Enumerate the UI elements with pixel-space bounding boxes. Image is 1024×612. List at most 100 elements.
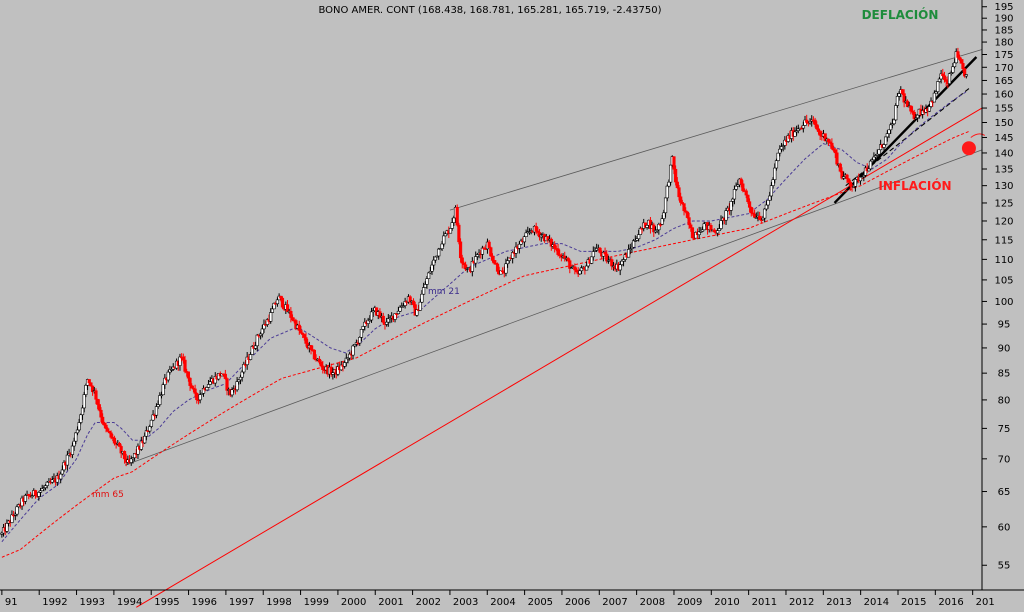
candle-body [89, 382, 93, 387]
candle-body [279, 295, 283, 299]
candle-body [835, 152, 839, 165]
candle-body [700, 229, 705, 232]
candle-body [847, 178, 851, 183]
candle-body [813, 119, 817, 125]
candle-body [741, 183, 745, 191]
candle-body [366, 319, 370, 324]
candle-body [732, 189, 737, 200]
trendline-channel-lower [124, 149, 983, 466]
candle-body [758, 215, 762, 220]
candle-body [805, 119, 809, 123]
candle-body [359, 329, 364, 338]
candle-body [448, 228, 453, 234]
candle-body [45, 481, 49, 486]
x-tick-label: 2003 [453, 597, 478, 608]
x-tick-label: 1999 [304, 597, 329, 608]
candle-body [77, 422, 81, 431]
candle-body [188, 377, 192, 386]
candle-body [280, 297, 285, 308]
y-tick-label: 195 [994, 2, 1013, 13]
candle-body [490, 255, 495, 261]
candle-body [317, 358, 322, 363]
candle-body [275, 299, 280, 305]
candle-body [411, 300, 416, 305]
x-tick-label: 2016 [938, 597, 963, 608]
candle-body [579, 267, 584, 272]
candle-body [838, 163, 842, 172]
candle-body [660, 218, 664, 225]
candle-body [43, 485, 48, 489]
candle-body [299, 330, 303, 334]
candle-body [101, 416, 105, 424]
candle-body [96, 398, 100, 405]
candle-body [396, 310, 401, 314]
candle-body [889, 124, 893, 131]
candle-body [662, 212, 666, 219]
candle-body [464, 264, 468, 270]
candle-body [75, 429, 80, 434]
candle-body [697, 231, 701, 236]
candle-body [143, 435, 147, 444]
candle-body [59, 473, 63, 480]
x-tick-label: 2013 [826, 597, 851, 608]
candle-body [957, 57, 962, 60]
candle-body [358, 337, 362, 344]
candle-body [716, 230, 720, 234]
candle-body [729, 201, 733, 211]
x-tick-label: 2001 [378, 597, 403, 608]
candle-body [769, 185, 774, 197]
y-tick-label: 120 [994, 216, 1013, 227]
candle-body [566, 257, 570, 261]
candle-body [262, 324, 266, 330]
candle-body [72, 440, 76, 447]
candle-body [892, 119, 896, 125]
candle-body [309, 345, 313, 350]
y-tick-label: 125 [994, 198, 1013, 209]
x-tick-label: 2009 [677, 597, 702, 608]
candle-body [430, 264, 434, 272]
candle-body [768, 195, 772, 201]
candle-body [668, 164, 673, 183]
candle-body [620, 260, 624, 265]
candle-body [573, 266, 577, 271]
candle-body [80, 407, 85, 416]
candle-body [685, 211, 689, 218]
candle-body [480, 247, 485, 255]
candle-body [884, 136, 888, 145]
candle-body [70, 445, 75, 455]
y-tick-label: 145 [994, 133, 1013, 144]
x-tick-label: 2007 [602, 597, 627, 608]
candle-body [242, 364, 246, 373]
candle-body [952, 62, 957, 68]
candle-body [470, 261, 474, 272]
candle-body [230, 389, 234, 396]
y-tick-label: 140 [994, 148, 1013, 159]
candle-body [830, 142, 834, 149]
y-tick-label: 110 [994, 255, 1013, 266]
candle-body [959, 59, 963, 64]
candle-body [193, 388, 197, 394]
candle-body [764, 204, 768, 210]
candle-body [590, 256, 594, 264]
candle-body [677, 187, 681, 198]
candle-body [5, 523, 9, 532]
candle-body [129, 458, 133, 463]
candle-body [667, 181, 671, 187]
candle-body [109, 432, 113, 438]
candle-body [418, 301, 422, 311]
candle-body [427, 272, 431, 279]
candle-body [517, 243, 521, 249]
candle-body [106, 428, 110, 432]
candle-body [10, 514, 14, 523]
candle-body [534, 225, 538, 232]
mm65-line [1, 130, 970, 558]
candle-body [897, 93, 901, 97]
x-tick-label: 2002 [416, 597, 441, 608]
candle-body [680, 202, 684, 204]
candle-body [420, 293, 424, 303]
candle-body [159, 394, 164, 397]
candle-body [936, 81, 940, 92]
candle-body [442, 235, 446, 245]
candle-body [690, 227, 695, 239]
